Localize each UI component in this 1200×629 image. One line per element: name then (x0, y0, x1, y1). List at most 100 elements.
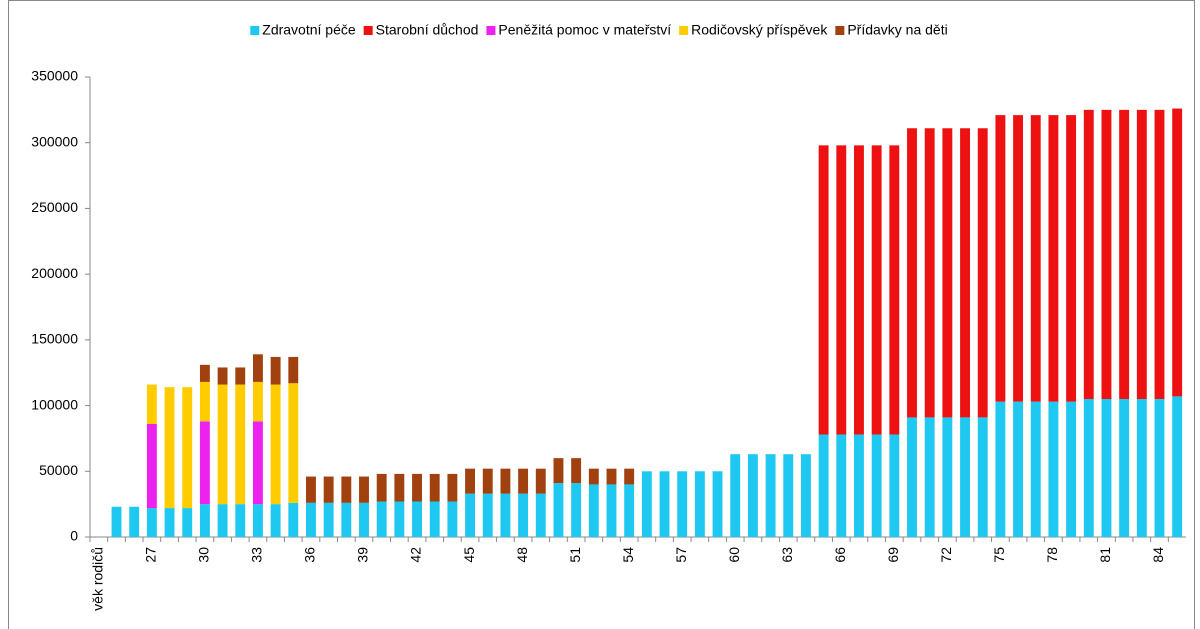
bar-segment (818, 434, 829, 537)
bar-segment (288, 502, 299, 537)
x-tick-label: 36 (302, 547, 318, 563)
x-tick-label: 81 (1097, 547, 1113, 563)
x-tick-label: věk rodičů (90, 547, 106, 611)
x-tick-label: 63 (779, 547, 795, 563)
bar-segment (977, 417, 988, 537)
bar-segment (995, 115, 1006, 402)
x-tick-label: 75 (991, 547, 1007, 563)
y-tick-label: 200000 (31, 265, 78, 281)
y-tick-label: 100000 (31, 396, 78, 412)
bar-segment (500, 468, 511, 494)
bar-segment (199, 504, 210, 537)
bar-segment (641, 471, 652, 537)
bar-segment (942, 417, 953, 537)
bar-segment (907, 128, 917, 418)
legend-label: Rodičovský příspěvek (691, 22, 828, 38)
bar-segment (677, 471, 688, 537)
bar-segment (199, 381, 210, 422)
bar-segment (217, 384, 228, 505)
bar-segment (1048, 401, 1059, 537)
bar-segment (836, 145, 847, 435)
bar-segment (182, 387, 193, 509)
x-tick-label: 33 (249, 547, 265, 563)
bar-segment (164, 508, 175, 537)
bar-segment (854, 434, 864, 537)
bar-segment (606, 484, 617, 537)
y-tick-label: 350000 (31, 68, 78, 84)
bar-segment (1119, 399, 1130, 537)
x-tick-label: 66 (832, 547, 848, 563)
x-tick-label: 45 (461, 547, 477, 563)
bar-segment (252, 354, 263, 382)
y-tick-label: 300000 (31, 133, 78, 149)
bar-segment (977, 128, 988, 418)
bar-segment (800, 454, 811, 537)
x-tick-label: 51 (567, 547, 583, 563)
bar-segment (359, 502, 369, 537)
x-tick-label: 54 (620, 547, 636, 563)
bar-segment (712, 471, 723, 537)
bar-segment (429, 473, 440, 502)
bar-segment (588, 468, 599, 485)
bar-segment (553, 483, 564, 537)
bar-segment (942, 128, 953, 418)
bar-segment (1083, 109, 1094, 399)
legend-swatch (679, 26, 689, 35)
y-tick-label: 0 (70, 528, 78, 544)
bar-segment (730, 454, 741, 537)
y-tick-label: 250000 (31, 199, 78, 215)
bar-segment (235, 367, 246, 385)
bar-segment (1066, 401, 1077, 537)
bar-segment (1013, 115, 1024, 402)
bar-segment (323, 502, 334, 537)
x-tick-label: 78 (1044, 547, 1060, 563)
bar-segment (306, 476, 316, 503)
legend-swatch (250, 26, 260, 35)
bar-segment (960, 128, 970, 418)
bar-segment (694, 471, 705, 537)
bar-segment (571, 458, 582, 484)
bar-segment (765, 454, 776, 537)
bar-segment (907, 417, 917, 537)
bar-segment (1136, 109, 1147, 399)
bar-segment (412, 473, 422, 502)
bar-segment (306, 502, 316, 537)
bar-segment (535, 493, 546, 537)
bar-segment (447, 473, 458, 502)
bar-segment (1030, 115, 1041, 402)
bar-segment (394, 473, 405, 502)
bar-segment (606, 468, 617, 485)
bar-segment (518, 493, 529, 537)
bar-segment (854, 145, 864, 435)
legend-swatch (835, 26, 845, 35)
bar-segment (252, 504, 263, 537)
bar-segment (482, 468, 493, 494)
x-tick-label: 84 (1150, 547, 1166, 563)
bar-segment (535, 468, 546, 494)
bar-segment (1066, 115, 1077, 402)
x-tick-label: 30 (196, 547, 212, 563)
bar-segment (871, 434, 882, 537)
bar-segment (164, 387, 175, 509)
bar-segment (1119, 109, 1130, 399)
x-tick-label: 60 (726, 547, 742, 563)
x-tick-label: 48 (514, 547, 530, 563)
bar-segment (1101, 399, 1112, 537)
x-tick-label: 57 (673, 547, 689, 563)
bar-segment (747, 454, 758, 537)
bar-segment (1172, 108, 1183, 397)
bar-segment (412, 501, 422, 537)
bar-segment (1030, 401, 1041, 537)
bar-segment (111, 506, 122, 537)
x-tick-label: 39 (355, 547, 371, 563)
bar-segment (341, 502, 352, 537)
bar-segment (376, 473, 387, 502)
bar-segment (995, 401, 1006, 537)
x-tick-label: 27 (143, 547, 159, 563)
bar-segment (217, 504, 228, 537)
bar-segment (836, 434, 847, 537)
bar-segment (871, 145, 882, 435)
bar-segment (924, 417, 935, 537)
bar-segment (270, 356, 281, 385)
legend-label: Starobní důchod (376, 22, 479, 38)
